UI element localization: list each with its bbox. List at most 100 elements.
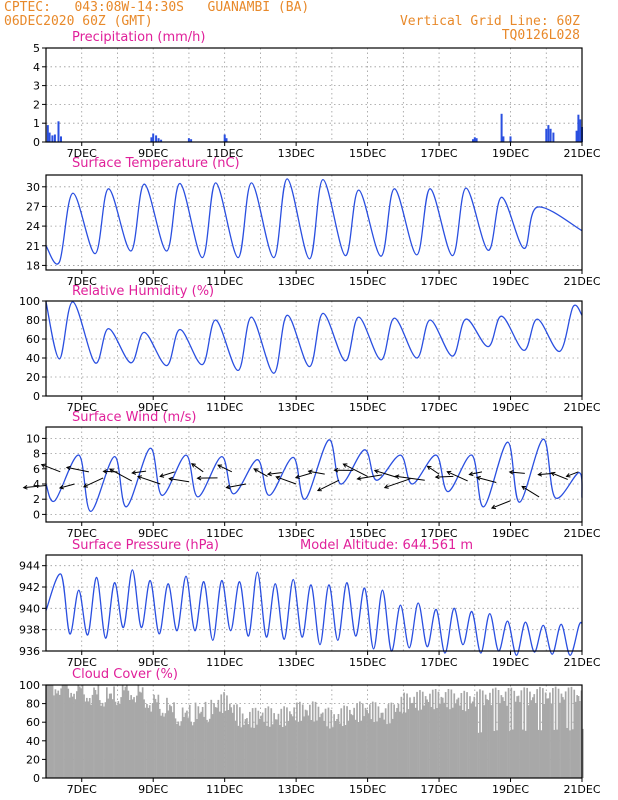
cloud-cover-bar [523,687,526,778]
cloud-cover-bar [563,699,566,778]
x-tick-label: 13DEC [278,275,315,288]
cloud-cover-bar [137,685,140,778]
cloud-cover-bar [536,689,538,778]
cloud-cover-bar [224,710,227,778]
cloud-cover-bar [193,722,195,778]
precip-bar [160,139,163,142]
cloud-cover-bar [306,710,308,778]
cloud-cover-bar [496,730,498,778]
cloud-cover-bar [481,690,484,778]
wind-arrow [427,465,440,475]
y-tick-label: 3 [33,80,40,93]
cloud-cover-bar [283,706,285,778]
cloud-cover-bar [423,705,425,778]
cloud-cover-bar [133,697,135,778]
cloud-cover-bar [404,712,407,778]
wind-arrow-head [446,470,452,476]
cloud-cover-bar [267,706,270,778]
cloud-cover-bar [454,703,457,778]
y-tick-label: 60 [26,716,40,729]
cloud-cover-bar [54,689,57,778]
cloud-cover-bar [579,701,581,778]
cloud-cover-bar [576,695,578,778]
cloud-cover-bar [281,727,284,778]
precip-bar [53,134,56,142]
wind-arrow [521,485,540,498]
cloud-cover-bar [297,722,300,778]
precip-bar [545,128,548,142]
cloud-cover-bar [64,685,67,778]
wind-arrow-head [383,484,389,489]
cloud-cover-bar [186,710,188,778]
cloud-cover-bar [510,687,513,778]
cloud-cover-bar [466,692,468,778]
wind-arrow [254,468,268,477]
cloud-cover-bar [440,696,443,778]
cloud-cover-bar [427,702,430,778]
panel-frame [45,554,583,652]
cloud-cover-bar [529,691,531,778]
cloud-cover-bar [480,732,483,778]
x-tick-label: 11DEC [206,147,243,160]
x-tick-label: 11DEC [206,401,243,414]
cloud-cover-bar [334,721,337,778]
cloud-cover-bar [197,706,200,778]
cloud-cover-bar [188,705,191,778]
cloud-cover-bar [161,712,164,778]
cloud-cover-bar [436,708,438,778]
cloud-cover-bar [499,703,501,778]
wind-arrow-head [521,485,527,491]
cloud-cover-bar [421,691,424,778]
y-tick-label: 8 [33,448,40,461]
cloud-cover-bar [383,719,385,778]
cloud-cover-bar [279,725,281,778]
x-tick-label: 19DEC [492,401,529,414]
cloud-cover-bar [570,686,573,778]
y-tick-label: 936 [19,645,40,658]
cloud-cover-bar [243,724,245,778]
cloud-cover-bar [93,687,95,778]
x-tick-label: 21DEC [563,401,600,414]
cloud-cover-bar [506,705,508,778]
wind-arrow-head [22,484,28,490]
y-tick-label: 6 [33,463,40,476]
cloud-cover-bar [516,696,518,778]
cloud-cover-bar [213,703,215,778]
cloud-cover-bar [61,685,64,778]
cloud-cover-bar [266,725,268,778]
y-tick-label: 1 [33,117,40,130]
cloud-cover-bar [391,718,394,778]
y-tick-label: 0 [33,508,40,521]
cloud-cover-bar [194,702,197,778]
cloud-cover-bar [290,714,293,778]
precip-bar [577,114,580,142]
cloud-cover-bar [553,729,556,778]
cloud-cover-bar [494,687,497,778]
cloud-cover-bar [547,698,550,778]
cloud-cover-bar [460,693,463,778]
y-tick-label: 940 [19,602,40,615]
cloud-cover-bar [539,686,541,778]
wind-arrow-head [426,465,432,471]
wind-arrow-head [159,473,165,478]
header-line-1: CPTEC: 043:08W-14:30S GUANAMBI (BA) [4,0,310,15]
cloud-cover-bar [564,691,567,778]
wind-arrow-head [102,469,108,474]
cloud-cover-bar [271,724,274,778]
cloud-cover-bar [396,708,398,778]
x-tick-label: 15DEC [349,527,386,540]
wind-arrow-head [508,469,514,475]
cloud-cover-bar [128,700,131,778]
cloud-cover-bar [260,715,263,778]
cloud-cover-bar [150,711,152,778]
cloud-cover-bar [78,686,81,778]
x-tick-label: 21DEC [563,527,600,540]
x-tick-label: 9DEC [138,527,168,540]
cloud-cover-bar [572,729,574,778]
cloud-cover-bar [118,703,121,778]
cloud-cover-bar [106,687,108,778]
wind-arrow-head [490,504,496,510]
cloud-cover-bar [507,688,510,778]
cloud-cover-bar [333,714,335,778]
cloud-cover-bar [73,693,75,778]
